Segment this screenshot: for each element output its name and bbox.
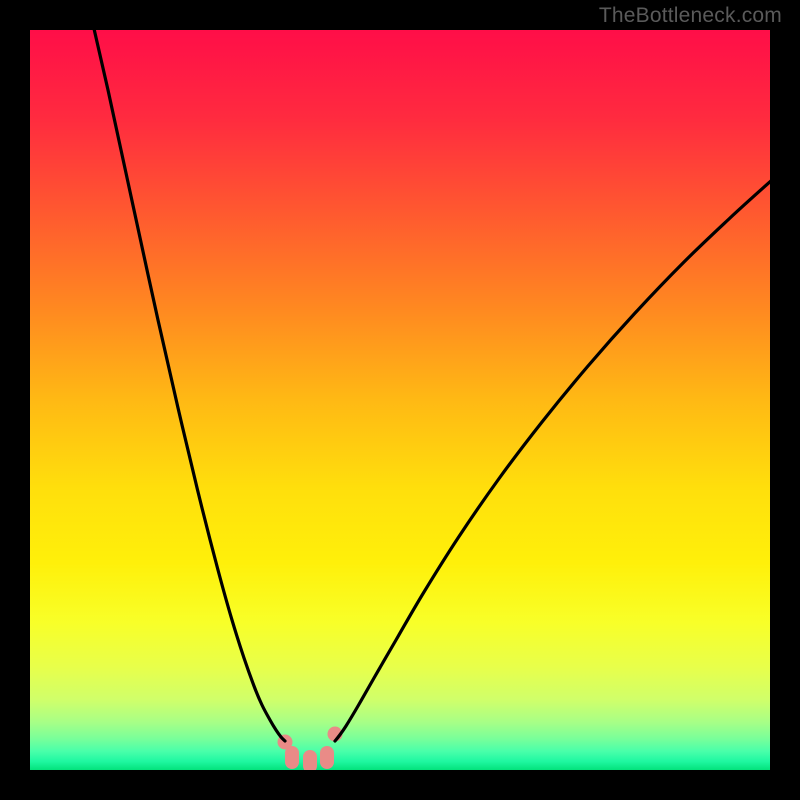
watermark-text: TheBottleneck.com — [599, 4, 782, 28]
plot-area — [30, 30, 770, 770]
bottom-mark-bar — [303, 750, 317, 770]
bottleneck-curve — [30, 30, 770, 770]
bottom-mark-bar — [320, 746, 334, 769]
bottom-mark-bar — [285, 746, 299, 769]
